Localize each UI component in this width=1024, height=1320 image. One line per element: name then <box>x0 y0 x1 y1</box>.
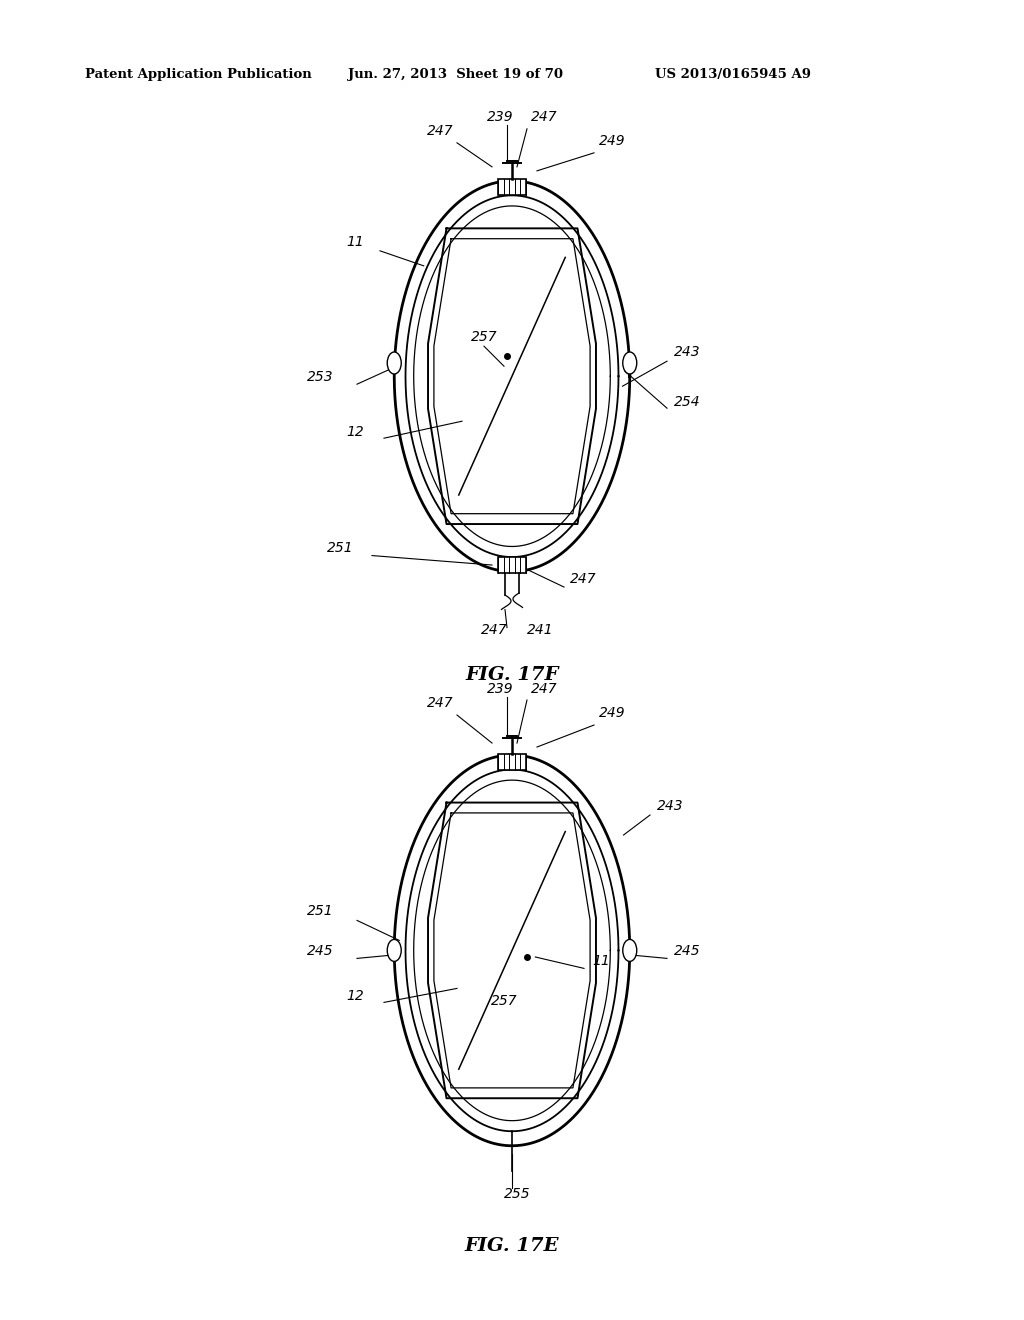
Text: 12: 12 <box>346 990 364 1003</box>
Text: 245: 245 <box>307 944 334 958</box>
Text: 247: 247 <box>530 682 557 696</box>
Text: FIG. 17E: FIG. 17E <box>465 1237 559 1255</box>
Text: 247: 247 <box>530 110 557 124</box>
Bar <box>498 180 526 195</box>
Text: 247: 247 <box>427 696 454 710</box>
Ellipse shape <box>387 352 401 374</box>
Text: 245: 245 <box>674 944 700 958</box>
Text: 249: 249 <box>599 706 626 719</box>
Text: 255: 255 <box>504 1187 530 1201</box>
Text: Jun. 27, 2013  Sheet 19 of 70: Jun. 27, 2013 Sheet 19 of 70 <box>348 69 563 81</box>
Text: 239: 239 <box>486 682 513 696</box>
Text: US 2013/0165945 A9: US 2013/0165945 A9 <box>655 69 811 81</box>
Text: 251: 251 <box>307 904 334 919</box>
Text: 12: 12 <box>346 425 364 440</box>
Ellipse shape <box>387 940 401 961</box>
Text: 257: 257 <box>471 330 498 345</box>
Text: 247: 247 <box>480 623 507 636</box>
Text: 253: 253 <box>307 370 334 384</box>
Text: Patent Application Publication: Patent Application Publication <box>85 69 311 81</box>
Text: 11: 11 <box>592 954 609 969</box>
Text: 11: 11 <box>346 235 364 249</box>
Text: 254: 254 <box>674 395 700 409</box>
Text: 241: 241 <box>526 623 553 636</box>
Text: 249: 249 <box>599 133 626 148</box>
Text: 247: 247 <box>427 124 454 137</box>
Text: 243: 243 <box>674 346 700 359</box>
Text: 251: 251 <box>328 541 354 554</box>
Text: 247: 247 <box>570 572 597 586</box>
Text: 243: 243 <box>656 799 683 813</box>
Text: FIG. 17F: FIG. 17F <box>465 665 559 684</box>
Ellipse shape <box>623 352 637 374</box>
Bar <box>498 754 526 770</box>
Text: 257: 257 <box>490 994 517 1008</box>
Bar <box>498 557 526 573</box>
Text: 239: 239 <box>486 110 513 124</box>
Ellipse shape <box>623 940 637 961</box>
